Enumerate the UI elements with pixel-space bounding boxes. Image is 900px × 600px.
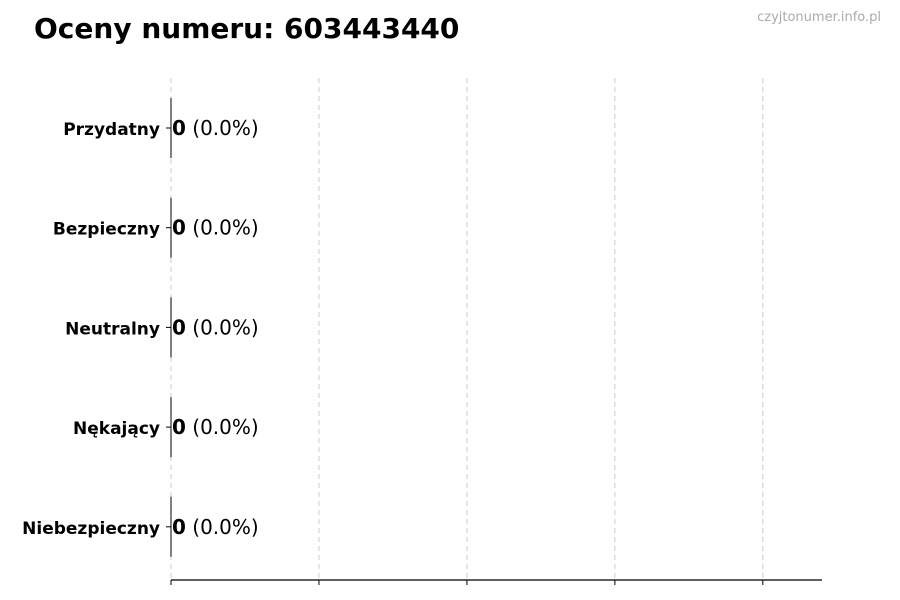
percent-label: (0.0%) [186,415,259,439]
percent-label: (0.0%) [186,515,259,539]
watermark: czyjtonumer.info.pl [757,10,881,25]
data-label: 0 (0.0%) [172,515,259,539]
category-label: Niebezpieczny [22,519,160,539]
value-label: 0 [172,515,186,539]
value-label: 0 [172,315,186,339]
data-label: 0 (0.0%) [172,415,259,439]
chart-title: Oceny numeru: 603443440 [34,12,460,45]
percent-label: (0.0%) [186,116,259,140]
percent-label: (0.0%) [186,315,259,339]
category-label: Neutralny [65,319,160,339]
data-label: 0 (0.0%) [172,116,259,140]
data-label: 0 (0.0%) [172,216,259,240]
percent-label: (0.0%) [186,216,259,240]
data-label: 0 (0.0%) [172,315,259,339]
category-label: Nękający [73,419,160,439]
value-label: 0 [172,116,186,140]
category-label: Przydatny [63,120,160,140]
category-label: Bezpieczny [53,220,160,240]
value-label: 0 [172,415,186,439]
value-label: 0 [172,216,186,240]
